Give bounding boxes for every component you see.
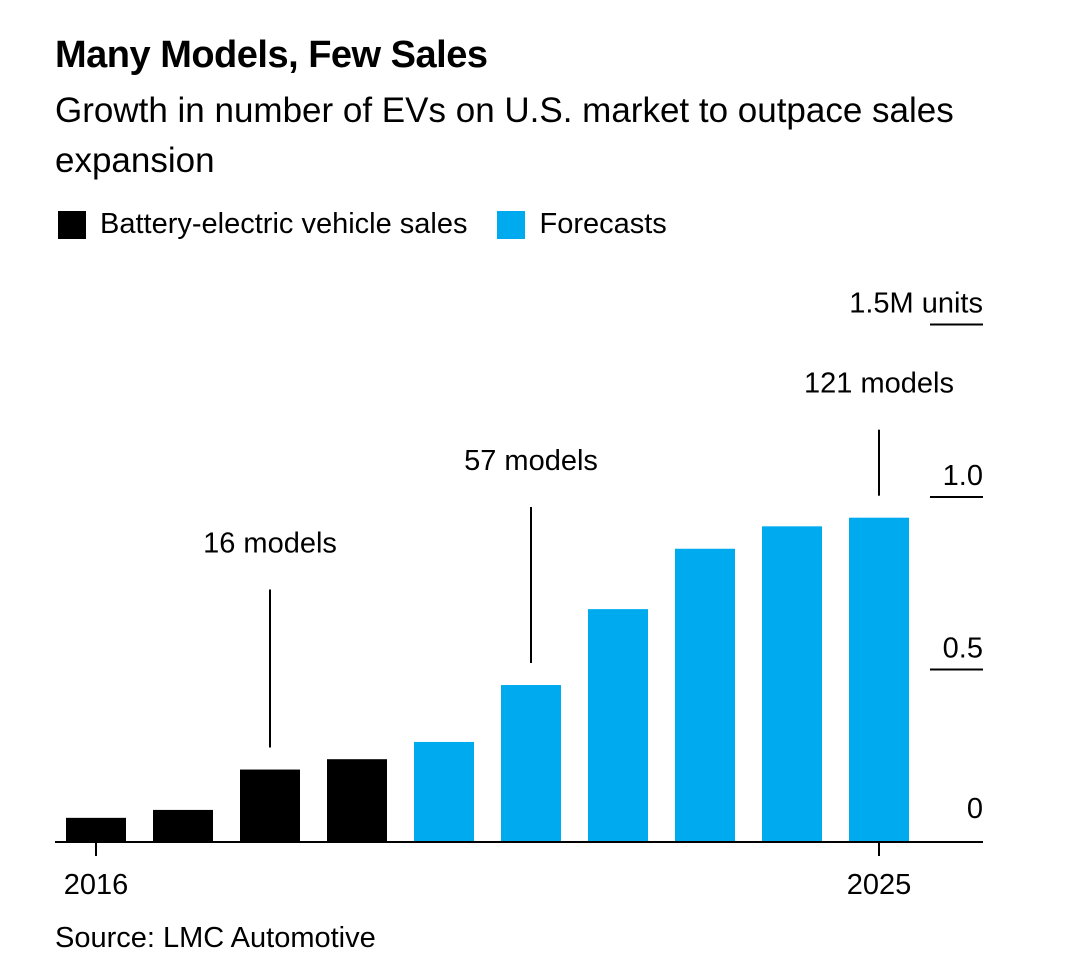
legend-label-sales: Battery-electric vehicle sales <box>100 208 468 240</box>
x-tick-label: 2016 <box>64 869 129 901</box>
x-tick-label: 2025 <box>847 869 912 901</box>
y-tick-label: 1.0 <box>943 460 983 492</box>
bar-2024 <box>762 526 822 842</box>
chart-title: Many Models, Few Sales <box>55 34 488 76</box>
bar-2019 <box>327 759 387 842</box>
annotation-label: 16 models <box>203 528 337 560</box>
y-tick-label: 0.5 <box>943 633 983 665</box>
chart-subtitle: Growth in number of EVs on U.S. market t… <box>55 91 954 180</box>
bar-2018 <box>240 769 300 842</box>
bar-2017 <box>153 809 213 842</box>
bar-2016 <box>66 817 126 842</box>
legend-swatch-forecasts <box>497 210 526 239</box>
y-tick-label: 1.5M units <box>849 288 983 320</box>
legend-item-sales: Battery-electric vehicle sales <box>58 208 467 241</box>
annotation-label: 57 models <box>464 445 598 477</box>
legend: Battery-electric vehicle sales Forecasts <box>58 208 697 241</box>
legend-label-forecasts: Forecasts <box>539 208 667 240</box>
bar-2021 <box>501 685 561 842</box>
legend-swatch-sales <box>58 210 86 239</box>
y-tick-label: 0 <box>967 793 983 825</box>
source-note: Source: LMC Automotive <box>55 922 376 954</box>
annotation-label: 121 models <box>804 368 954 400</box>
bar-2025 <box>849 517 909 842</box>
bar-2023 <box>675 548 735 842</box>
bar-2022 <box>588 609 648 842</box>
bar-2020 <box>414 741 474 842</box>
legend-item-forecasts: Forecasts <box>497 208 667 241</box>
